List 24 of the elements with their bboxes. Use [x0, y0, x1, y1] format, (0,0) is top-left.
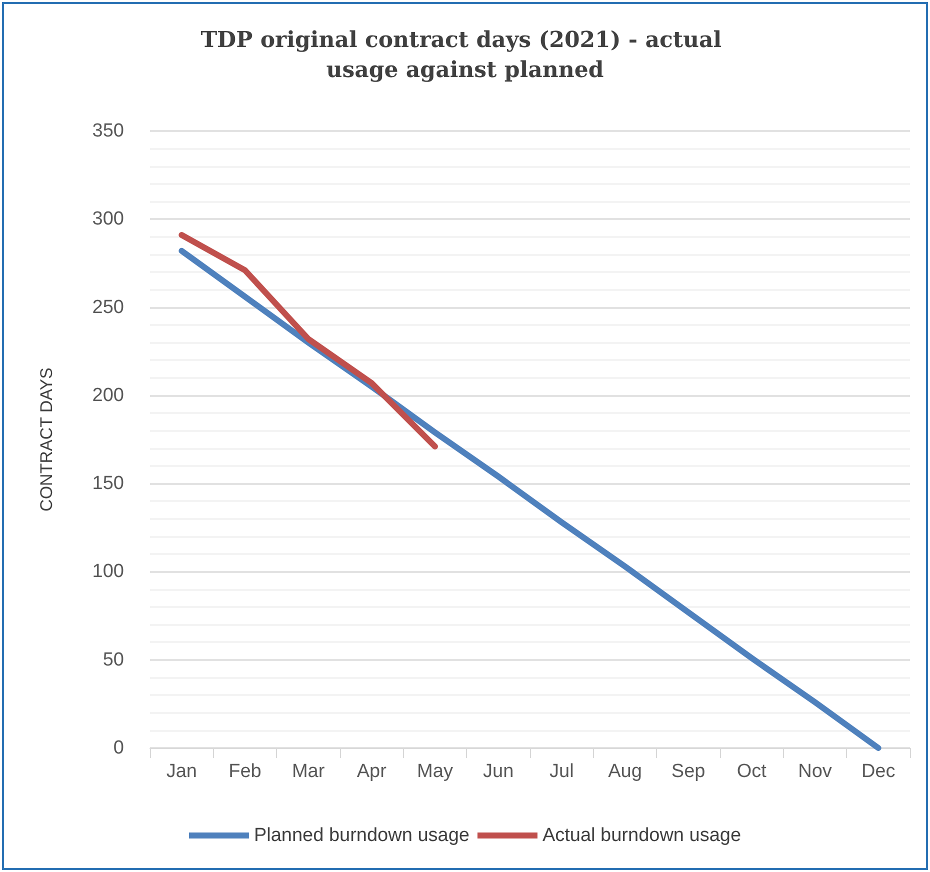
x-tick-label: Sep — [671, 761, 706, 782]
x-tick-label: Apr — [356, 761, 388, 782]
x-tick-label: Jan — [166, 761, 197, 782]
x-tick-label: May — [417, 761, 454, 782]
y-tick-label: 100 — [92, 561, 124, 582]
x-tick-label: Aug — [608, 761, 642, 782]
x-tick-label: Nov — [798, 761, 832, 782]
legend-label: Actual burndown usage — [542, 825, 742, 846]
y-tick-label: 350 — [92, 120, 124, 142]
y-tick-label: 300 — [92, 208, 124, 230]
y-axis-title: CONTRACT DAYS — [37, 368, 56, 512]
x-tick-label: Jun — [483, 761, 514, 782]
chart-title: TDP original contract days (2021) - actual usage against planned — [200, 27, 730, 83]
x-tick-label: Feb — [228, 761, 262, 782]
y-tick-label: 50 — [102, 649, 124, 670]
y-tick-label: 150 — [92, 473, 124, 494]
x-tick-label: Oct — [736, 761, 768, 782]
y-tick-label: 200 — [92, 384, 124, 406]
y-tick-label: 250 — [92, 296, 124, 318]
x-tick-label: Dec — [861, 761, 896, 782]
y-tick-label: 0 — [113, 738, 124, 758]
x-tick-label: Mar — [292, 761, 326, 782]
legend-label: Planned burndown usage — [254, 825, 470, 846]
x-tick-label: Jul — [550, 761, 574, 782]
